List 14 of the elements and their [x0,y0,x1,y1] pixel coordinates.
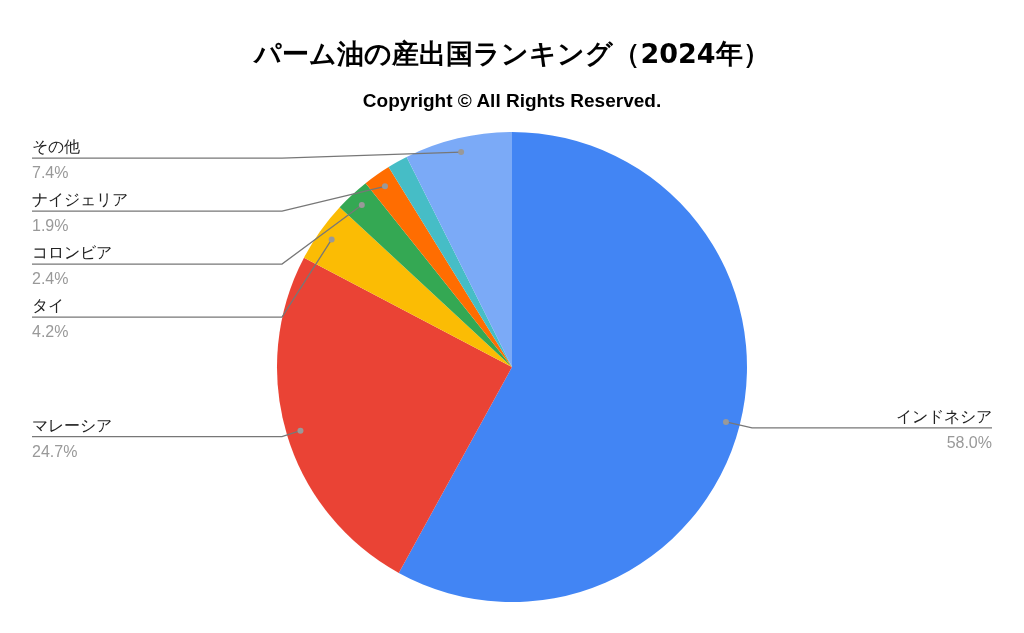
slice-label: マレーシア [32,415,112,435]
data-label: 4.2% [32,323,69,341]
data-label: 7.4% [32,164,69,182]
slice-label: インドネシア [896,406,992,426]
slice-label: タイ [32,296,64,316]
slice-label: ナイジェリア [32,190,128,210]
data-label: 1.9% [32,217,69,235]
data-label: 58.0% [946,433,992,451]
data-label: 2.4% [32,270,69,288]
chart-subtitle: Copyright © All Rights Reserved. [361,90,663,112]
slice-label: コロンビア [32,243,112,263]
data-label: 24.7% [32,442,78,460]
chart-title: パーム油の産出国ランキング（2024年） [252,37,771,71]
slice-label: その他 [32,137,80,157]
